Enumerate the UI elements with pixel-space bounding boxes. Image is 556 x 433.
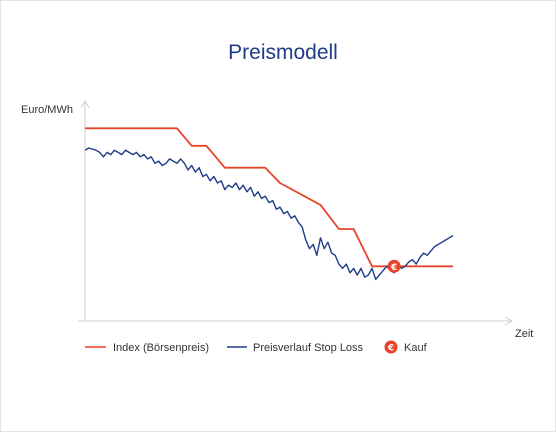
y-axis-label: Euro/MWh	[21, 104, 73, 116]
legend-kauf-euro-icon	[384, 340, 398, 354]
series-line-index	[85, 127, 453, 268]
series-layer: €	[84, 127, 454, 281]
y-axis-arrow-icon	[80, 99, 90, 109]
x-axis-label: Zeit	[515, 328, 533, 340]
chart-title: Preismodell	[228, 41, 338, 64]
x-axis-arrow-icon	[504, 316, 514, 326]
legend-label-kauf: Kauf	[404, 342, 428, 354]
kauf-marker-symbol: €	[390, 263, 397, 273]
legend-kauf-euro-symbol: €	[387, 344, 394, 354]
legend: Index (Börsenpreis) Preisverlauf Stop Lo…	[85, 340, 428, 354]
legend-label-stoploss: Preisverlauf Stop Loss	[253, 342, 364, 354]
kauf-marker-icon	[387, 259, 401, 273]
legend-label-index: Index (Börsenpreis)	[113, 342, 209, 354]
series-line-stoploss	[84, 147, 454, 281]
